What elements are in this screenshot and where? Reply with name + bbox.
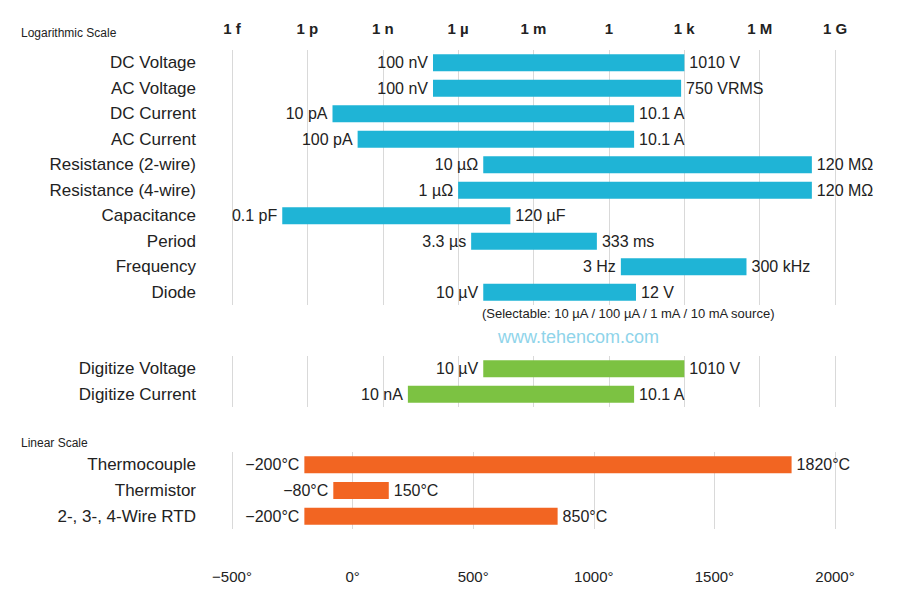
svg-text:−200°C: −200°C — [245, 456, 299, 473]
svg-text:Digitize Voltage: Digitize Voltage — [79, 359, 196, 378]
svg-text:AC Current: AC Current — [111, 130, 196, 149]
svg-text:100 nV: 100 nV — [377, 80, 428, 97]
svg-text:www.tehencom.com: www.tehencom.com — [497, 327, 659, 347]
svg-text:Digitize Current: Digitize Current — [79, 385, 196, 404]
svg-text:AC Voltage: AC Voltage — [111, 79, 196, 98]
svg-text:100 pA: 100 pA — [302, 131, 353, 148]
svg-text:Logarithmic Scale: Logarithmic Scale — [21, 26, 117, 40]
svg-text:3 Hz: 3 Hz — [583, 258, 616, 275]
svg-text:1 µ: 1 µ — [448, 20, 469, 37]
svg-text:Resistance (2-wire): Resistance (2-wire) — [50, 155, 196, 174]
svg-text:1 f: 1 f — [223, 20, 242, 37]
svg-text:−500°: −500° — [212, 568, 252, 585]
svg-text:300 kHz: 300 kHz — [751, 258, 810, 275]
svg-text:Frequency: Frequency — [116, 257, 197, 276]
svg-text:2000°: 2000° — [815, 568, 854, 585]
svg-text:10 µV: 10 µV — [436, 360, 478, 377]
svg-text:1 n: 1 n — [372, 20, 394, 37]
svg-text:1 µΩ: 1 µΩ — [419, 182, 454, 199]
svg-text:10 pA: 10 pA — [286, 105, 328, 122]
svg-text:750 VRMS: 750 VRMS — [686, 80, 763, 97]
svg-text:10 nA: 10 nA — [361, 386, 403, 403]
svg-text:Linear Scale: Linear Scale — [21, 436, 88, 450]
svg-text:Thermistor: Thermistor — [115, 481, 197, 500]
svg-text:333 ms: 333 ms — [602, 233, 654, 250]
svg-text:1 M: 1 M — [747, 20, 772, 37]
svg-text:Capacitance: Capacitance — [101, 206, 196, 225]
svg-text:1 G: 1 G — [823, 20, 847, 37]
svg-text:120 MΩ: 120 MΩ — [817, 182, 873, 199]
svg-text:(Selectable: 10 µA / 100 µA /: (Selectable: 10 µA / 100 µA / 1 mA / 10 … — [482, 306, 774, 321]
svg-text:−80°C: −80°C — [283, 482, 328, 499]
svg-text:10.1 A: 10.1 A — [639, 105, 685, 122]
svg-text:1010 V: 1010 V — [689, 54, 740, 71]
svg-text:Diode: Diode — [152, 283, 196, 302]
svg-text:10.1 A: 10.1 A — [639, 386, 685, 403]
svg-text:1 k: 1 k — [674, 20, 696, 37]
svg-text:3.3 µs: 3.3 µs — [422, 233, 466, 250]
svg-text:Thermocouple: Thermocouple — [87, 455, 196, 474]
svg-text:1010 V: 1010 V — [689, 360, 740, 377]
svg-text:150°C: 150°C — [394, 482, 439, 499]
svg-text:1 m: 1 m — [521, 20, 547, 37]
svg-text:1: 1 — [605, 20, 613, 37]
svg-text:10 µV: 10 µV — [436, 284, 478, 301]
svg-text:Resistance (4-wire): Resistance (4-wire) — [50, 181, 196, 200]
svg-text:850°C: 850°C — [563, 508, 608, 525]
svg-text:120 MΩ: 120 MΩ — [817, 156, 873, 173]
svg-text:12 V: 12 V — [641, 284, 674, 301]
svg-text:500°: 500° — [458, 568, 489, 585]
svg-text:1000°: 1000° — [574, 568, 613, 585]
svg-text:1 p: 1 p — [297, 20, 319, 37]
svg-text:100 nV: 100 nV — [377, 54, 428, 71]
svg-text:1500°: 1500° — [695, 568, 734, 585]
svg-text:−200°C: −200°C — [245, 508, 299, 525]
svg-text:0°: 0° — [345, 568, 359, 585]
svg-text:DC Current: DC Current — [110, 104, 196, 123]
svg-text:2-, 3-, 4-Wire RTD: 2-, 3-, 4-Wire RTD — [57, 507, 196, 526]
svg-text:120 µF: 120 µF — [515, 207, 565, 224]
svg-text:DC Voltage: DC Voltage — [110, 53, 196, 72]
svg-text:10 µΩ: 10 µΩ — [435, 156, 478, 173]
svg-text:10.1 A: 10.1 A — [639, 131, 685, 148]
svg-text:0.1 pF: 0.1 pF — [232, 207, 278, 224]
svg-text:Period: Period — [147, 232, 196, 251]
svg-text:1820°C: 1820°C — [797, 456, 851, 473]
